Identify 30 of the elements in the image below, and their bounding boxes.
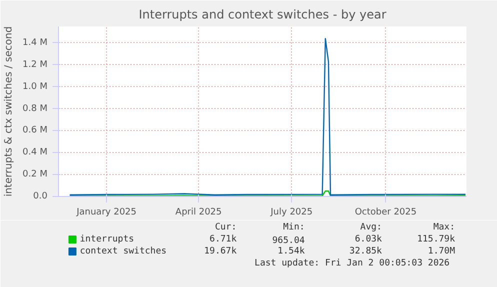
y-tick-label: 0.0 [33, 192, 48, 202]
y-tick-label: 0.8 M [22, 104, 48, 114]
line-series [69, 38, 466, 196]
y-tick-label: 0.2 M [22, 170, 48, 180]
legend-label: interrupts [80, 234, 134, 244]
text: Last update: Fri Jan 2 00:05:03 2026 [254, 258, 450, 268]
x-tick-label: October 2025 [354, 208, 417, 218]
text: Min: [283, 222, 305, 232]
text: 6.03k [354, 234, 383, 244]
y-tick-label: 1.4 M [22, 38, 48, 48]
x-tick-label: July 2025 [270, 208, 313, 218]
text: 1.70M [428, 246, 456, 256]
y-tick-label: 1.0 M [22, 82, 48, 92]
y-axis-title: interrupts & ctx switches / second [4, 26, 15, 197]
legend-label: context switches [80, 246, 167, 256]
text: 1.54k [278, 246, 306, 256]
y-tick-label: 1.2 M [22, 60, 48, 70]
text: Max: [433, 222, 456, 232]
text: 115.79k [417, 234, 456, 244]
text: 19.67k [204, 246, 238, 256]
text: 6.71k [210, 234, 238, 244]
chart-title: Interrupts and context switches - by year [138, 8, 386, 22]
text: Avg: [360, 222, 382, 232]
y-tick-label: 0.4 M [22, 148, 48, 158]
text: 965.04 [272, 236, 305, 246]
y-tick-label: 0.6 M [22, 126, 48, 136]
x-tick-label: January 2025 [76, 208, 137, 218]
x-tick-label: April 2025 [175, 208, 222, 218]
text: 32.85k [349, 246, 383, 256]
text: Cur: [214, 222, 237, 232]
